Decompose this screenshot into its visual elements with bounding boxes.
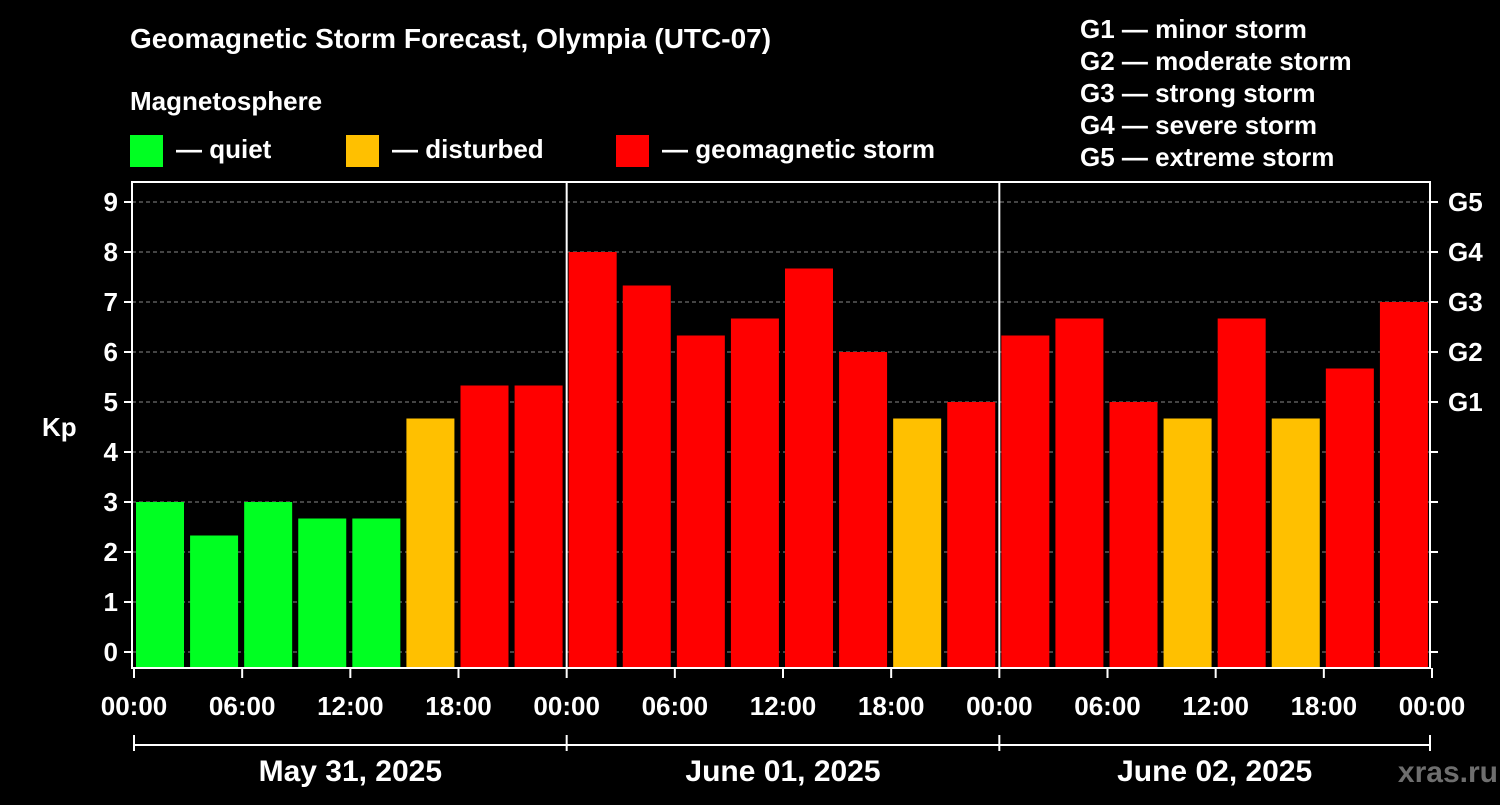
y-tick-label: 7	[104, 287, 118, 317]
legend-label-quiet: — quiet	[176, 134, 272, 164]
g-level-tick-label: G1	[1448, 387, 1483, 417]
y-tick-label: 3	[104, 487, 118, 517]
kp-bar	[1055, 318, 1104, 668]
kp-bar	[622, 285, 671, 668]
x-tick-label: 00:00	[1399, 691, 1466, 721]
x-tick-label: 12:00	[317, 691, 384, 721]
kp-bar	[1379, 302, 1428, 668]
y-tick-label: 4	[104, 437, 119, 467]
kp-bar	[460, 385, 509, 668]
plot-frame	[131, 181, 1431, 669]
x-tick-label: 00:00	[101, 691, 168, 721]
legend-title: Magnetosphere	[130, 86, 322, 116]
kp-bar	[730, 318, 779, 668]
y-tick-label: 6	[104, 337, 118, 367]
x-tick-label: 18:00	[858, 691, 925, 721]
kp-bar	[1271, 418, 1320, 668]
storm-level-g3: G3 — strong storm	[1080, 78, 1315, 108]
kp-bar	[839, 352, 888, 668]
storm-level-g2: G2 — moderate storm	[1080, 46, 1352, 76]
legend-label-disturbed: — disturbed	[392, 134, 544, 164]
kp-bar	[785, 268, 833, 668]
kp-bar	[514, 385, 563, 668]
y-tick-label: 5	[104, 387, 118, 417]
storm-level-g1: G1 — minor storm	[1080, 14, 1307, 44]
g-level-tick-label: G3	[1448, 287, 1483, 317]
storm-level-g4: G4 — severe storm	[1080, 110, 1317, 140]
grid-lines	[132, 201, 1430, 653]
legend-swatch-quiet	[130, 135, 163, 167]
x-tick-label: 18:00	[425, 691, 492, 721]
g-level-tick-label: G5	[1448, 187, 1483, 217]
plot-border	[131, 181, 1431, 669]
x-tick-label: 00:00	[533, 691, 600, 721]
kp-bar	[1109, 402, 1158, 668]
x-tick-label: 18:00	[1291, 691, 1358, 721]
storm-level-g5: G5 — extreme storm	[1080, 142, 1334, 172]
x-tick-label: 12:00	[1182, 691, 1249, 721]
kp-bar	[298, 518, 347, 668]
x-tick-label: 00:00	[966, 691, 1033, 721]
x-tick-label: 12:00	[750, 691, 817, 721]
kp-bar	[1163, 418, 1212, 668]
kp-bar	[1325, 368, 1374, 668]
kp-bar	[136, 502, 184, 668]
legend-swatch-disturbed	[346, 135, 379, 167]
date-label: June 01, 2025	[685, 755, 880, 788]
bars	[136, 252, 1428, 668]
kp-bar	[1217, 318, 1266, 668]
g-level-tick-label: G4	[1448, 237, 1483, 267]
kp-bar	[568, 252, 617, 668]
kp-bar	[1001, 335, 1050, 668]
y-tick-label: 1	[104, 587, 118, 617]
x-tick-label: 06:00	[209, 691, 276, 721]
x-tick-label: 06:00	[642, 691, 709, 721]
watermark: xras.ru	[1398, 756, 1498, 789]
kp-bar	[676, 335, 725, 668]
date-label: June 02, 2025	[1117, 755, 1312, 788]
y-tick-label: 8	[104, 237, 118, 267]
kp-bar	[244, 502, 293, 668]
chart-title: Geomagnetic Storm Forecast, Olympia (UTC…	[130, 23, 771, 54]
kp-bar	[190, 535, 239, 668]
kp-bar	[947, 402, 996, 668]
y-tick-label: 9	[104, 187, 118, 217]
y-tick-label: 2	[104, 537, 118, 567]
y-axis-label: Kp	[42, 412, 77, 442]
g-level-tick-label: G2	[1448, 337, 1483, 367]
y-tick-label: 0	[104, 637, 118, 667]
date-label: May 31, 2025	[259, 755, 442, 788]
legend-label-storm: — geomagnetic storm	[662, 134, 935, 164]
storm-level-list: G1 — minor storm G2 — moderate storm G3 …	[1080, 14, 1352, 172]
x-tick-label: 06:00	[1074, 691, 1141, 721]
legend-swatch-storm	[616, 135, 649, 167]
kp-bar	[893, 418, 942, 668]
kp-bar	[406, 418, 455, 668]
legend: — quiet — disturbed — geomagnetic storm	[130, 134, 935, 167]
kp-bar	[352, 518, 401, 668]
axis-ticks: 0 1 2 3 4 5 6 7 8 9 G1 G2 G3 G4 G5 00:00 06:00 12:00 18:00…	[101, 187, 1483, 788]
